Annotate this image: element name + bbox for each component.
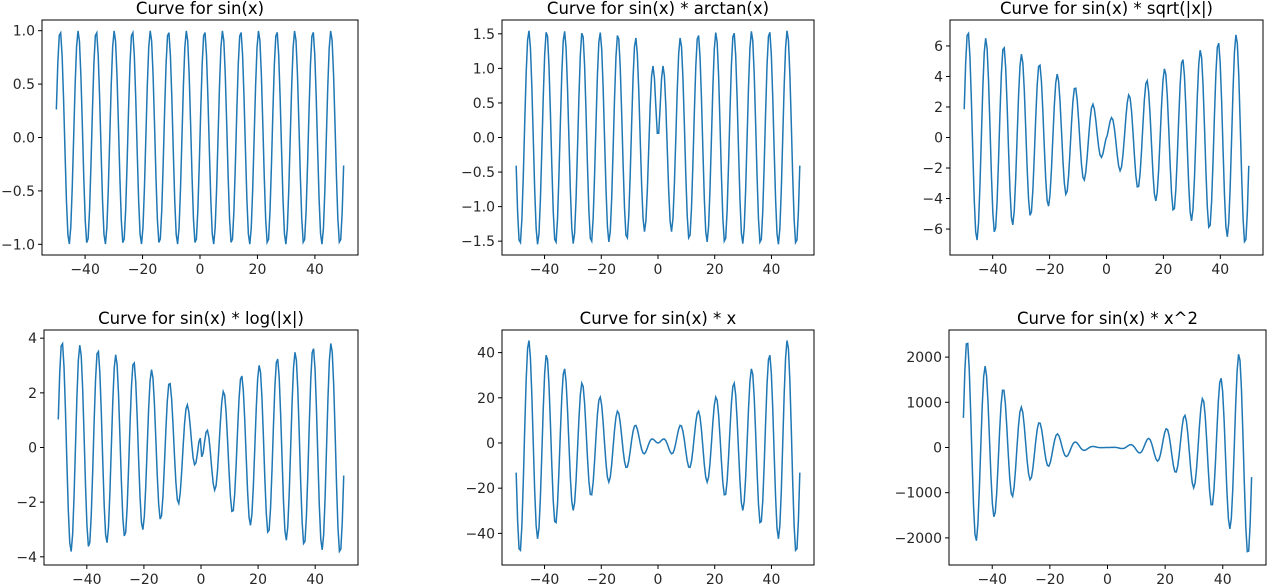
x-tick-label: −20 — [586, 572, 616, 584]
x-tick-label: 40 — [306, 572, 324, 584]
y-tick-label: 6 — [934, 39, 943, 55]
y-tick-label: −0.5 — [461, 165, 495, 181]
x-tick-label: 40 — [763, 572, 781, 584]
series-line — [55, 29, 345, 246]
y-tick-label: −2000 — [895, 531, 942, 547]
x-tick-label: −40 — [530, 572, 560, 584]
x-tick-label: −20 — [1035, 572, 1065, 584]
subplot-title: Curve for sin(x) * arctan(x) — [547, 0, 769, 18]
subplot-title: Curve for sin(x) * x^2 — [1017, 309, 1198, 328]
subplot-2: Curve for sin(x) * arctan(x) −40 −20 0 20 40 −… — [461, 0, 815, 278]
y-tick-label: −20 — [465, 481, 495, 497]
y-tick-label: 0.0 — [13, 131, 35, 147]
series-line — [963, 31, 1250, 244]
x-tick-label: −20 — [1035, 262, 1065, 278]
subplot-title: Curve for sin(x) * sqrt(|x|) — [1000, 0, 1213, 18]
x-tick-label: 40 — [1211, 262, 1229, 278]
axes-frame — [501, 329, 815, 566]
x-tick-label: 0 — [196, 262, 205, 278]
x-tick-label: −20 — [129, 572, 159, 584]
y-tick-label: 40 — [477, 346, 495, 362]
y-tick-label: 0 — [933, 441, 942, 457]
y-tick-label: −2 — [16, 495, 37, 511]
x-tick-label: 40 — [763, 262, 781, 278]
series-line — [57, 341, 345, 554]
x-tick-label: −40 — [72, 572, 102, 584]
y-tick-label: 2000 — [906, 350, 942, 366]
y-tick-label: 1.0 — [13, 24, 35, 40]
x-tick-label: 0 — [654, 572, 663, 584]
x-tick-label: 0 — [1102, 262, 1111, 278]
y-tick-label: 0.5 — [13, 77, 35, 93]
y-tick-label: −4 — [922, 192, 943, 208]
y-tick-label: −1.5 — [461, 234, 495, 250]
x-tick-label: 20 — [249, 262, 267, 278]
series-line — [962, 342, 1253, 553]
y-tick-label: 0.0 — [473, 131, 495, 147]
subplot-title: Curve for sin(x) * x — [580, 309, 737, 328]
y-tick-label: 4 — [934, 69, 943, 85]
x-tick-label: 20 — [249, 572, 267, 584]
y-tick-label: 1000 — [906, 395, 942, 411]
subplot-1: Curve for sin(x) −40 −20 0 20 40 −1.0 −0.5 0.0 0.… — [1, 0, 359, 278]
series-line — [515, 340, 801, 553]
x-tick-label: 20 — [706, 262, 724, 278]
x-tick-label: 20 — [1156, 572, 1174, 584]
subplot-6: Curve for sin(x) * x^2 −40 −20 0 20 40 −2000 −1… — [895, 309, 1267, 584]
series-line — [515, 30, 801, 246]
x-tick-label: 0 — [654, 262, 663, 278]
x-tick-label: −20 — [128, 262, 158, 278]
x-tick-label: 40 — [306, 262, 324, 278]
y-tick-label: −4 — [16, 550, 37, 566]
y-tick-label: −6 — [922, 222, 943, 238]
y-tick-label: 20 — [477, 391, 495, 407]
x-tick-label: 20 — [706, 572, 724, 584]
y-tick-label: 4 — [28, 331, 37, 347]
x-tick-label: 40 — [1214, 572, 1232, 584]
y-tick-label: −1.0 — [461, 200, 495, 216]
y-tick-label: 1.5 — [473, 27, 495, 43]
x-tick-label: −40 — [530, 262, 560, 278]
y-tick-label: −0.5 — [1, 184, 35, 200]
y-tick-label: −1000 — [895, 486, 942, 502]
x-tick-label: 0 — [1103, 572, 1112, 584]
y-tick-label: 0 — [28, 441, 37, 457]
y-tick-label: 2 — [28, 386, 37, 402]
y-tick-label: 0.5 — [473, 96, 495, 112]
y-tick-label: −2 — [922, 161, 943, 177]
y-tick-label: −1.0 — [1, 237, 35, 253]
subplot-title: Curve for sin(x) * log(|x|) — [98, 309, 304, 328]
x-tick-label: −20 — [586, 262, 616, 278]
subplot-4: Curve for sin(x) * log(|x|)−40 −20 0 20 40−4… — [16, 309, 359, 584]
x-tick-label: −40 — [977, 572, 1007, 584]
x-tick-label: 0 — [197, 572, 206, 584]
subplot-5: Curve for sin(x) * x −40 −20 0 20 40 −40 −20 0 20… — [465, 309, 815, 584]
y-tick-label: 2 — [934, 100, 943, 116]
x-tick-label: −40 — [978, 262, 1008, 278]
y-tick-label: 0 — [934, 131, 943, 147]
y-tick-label: 0 — [486, 436, 495, 452]
subplot-3: Curve for sin(x) * sqrt(|x|)−40 −20 0 20 40−… — [922, 0, 1264, 278]
subplot-title: Curve for sin(x) — [136, 0, 264, 18]
x-tick-label: −40 — [70, 262, 100, 278]
y-tick-label: 1.0 — [473, 61, 495, 77]
x-tick-label: 20 — [1154, 262, 1172, 278]
y-tick-label: −40 — [465, 526, 495, 542]
